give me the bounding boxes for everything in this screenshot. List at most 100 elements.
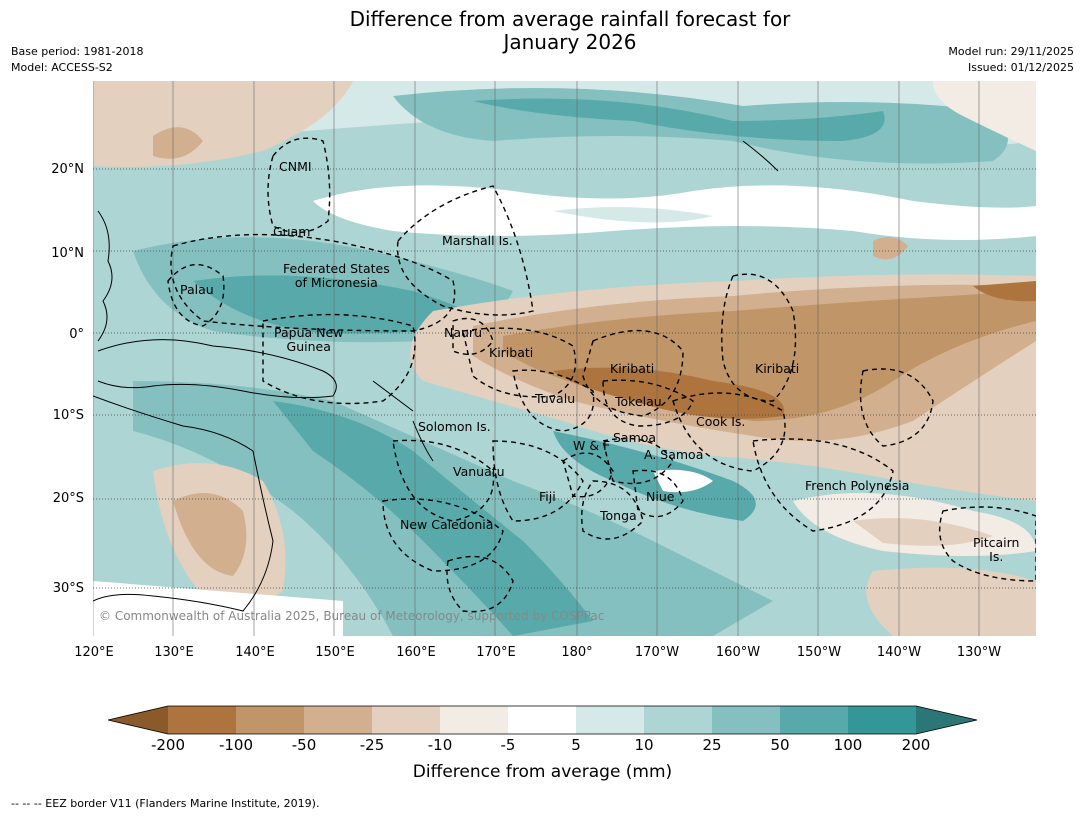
lat-label-20n: 20°N <box>51 162 84 177</box>
colorbar-bin-3 <box>304 706 372 734</box>
label-png-line2: Guinea <box>286 339 331 354</box>
colorbar-bin-7 <box>576 706 644 734</box>
title-line-2: January 2026 <box>503 30 637 54</box>
colorbar-bin-5 <box>440 706 508 734</box>
lon-label-160w: 160°W <box>715 645 761 660</box>
lon-label-140w: 140°W <box>876 645 922 660</box>
eez-cook <box>672 392 786 472</box>
label-png: Papua New Guinea <box>274 326 343 354</box>
label-wf: W & F <box>573 438 611 453</box>
colorbar-bin-2 <box>236 706 304 734</box>
lon-label-140e: 140°E <box>235 645 275 660</box>
lat-label-20s: 20°S <box>52 491 84 506</box>
lon-label-130w: 130°W <box>956 645 1002 660</box>
colorbar-tick-9: 50 <box>770 736 790 754</box>
lon-label-160e: 160°E <box>396 645 436 660</box>
label-fsm-line2: of Micronesia <box>294 275 378 290</box>
lat-label-eq: 0° <box>69 327 84 342</box>
lon-label-170e: 170°E <box>476 645 516 660</box>
meta-left: Base period: 1981-2018 Model: ACCESS-S2 <box>11 44 143 76</box>
label-palau: Palau <box>180 282 214 297</box>
eez-frpoly-north <box>859 368 934 447</box>
colorbar-outline <box>108 705 978 735</box>
eez-marshall <box>396 185 534 316</box>
colorbar-extend-low <box>108 706 168 734</box>
label-pitcairn-line1: Pitcairn <box>973 535 1020 550</box>
label-vanuatu: Vanuatu <box>453 464 505 479</box>
colorbar-bin-1 <box>168 706 236 734</box>
label-tokelau: Tokelau <box>615 394 662 409</box>
north-light <box>423 81 613 91</box>
dry-tongue-core <box>553 367 785 419</box>
issued-date: Issued: 01/12/2025 <box>967 61 1074 74</box>
label-cnmi: CNMI <box>279 159 312 174</box>
spcz-wet-core <box>273 401 593 636</box>
label-png-line1: Papua New <box>274 325 344 340</box>
colorbar-title: Difference from average (mm) <box>412 762 673 782</box>
eez-tokelau <box>602 379 694 427</box>
dry-east-core <box>973 281 1036 302</box>
new-guinea-coast <box>97 339 337 399</box>
eez-norfolk <box>446 555 514 613</box>
colorbar-tick-7: 10 <box>634 736 654 754</box>
eez-png <box>262 313 416 405</box>
rainfall-map: CNMI Guam Marshall Is. Federated States … <box>93 81 1036 636</box>
lon-label-170w: 170°W <box>634 645 680 660</box>
eez-fiji <box>492 440 584 522</box>
solomon-coast <box>372 380 414 412</box>
label-solomon: Solomon Is. <box>418 419 491 434</box>
eez-frpoly <box>752 438 894 532</box>
label-kiribati-west: Kiribati <box>489 345 534 360</box>
se-dry <box>853 518 993 546</box>
model-name: Model: ACCESS-S2 <box>11 61 113 74</box>
eez-niue <box>632 469 684 518</box>
colorbar-tick-3: -25 <box>359 736 385 754</box>
lat-label-30s: 30°S <box>52 581 84 596</box>
eez-footnote: -- -- -- EEZ border V11 (Flanders Marine… <box>11 797 320 810</box>
hawaii-coast <box>742 140 779 172</box>
label-kiribati-central: Kiribati <box>610 361 655 376</box>
label-newcal: New Caledonia <box>400 517 494 532</box>
eez-palau <box>167 263 225 327</box>
colorbar-tick-6: 5 <box>571 736 581 754</box>
label-samoa: Samoa <box>613 430 657 445</box>
colorbar-bin-4 <box>372 706 440 734</box>
colorbar-bin-9 <box>712 706 780 734</box>
colorbar-tick-10: 100 <box>833 736 863 754</box>
colorbar-tick-0: -200 <box>150 736 186 754</box>
nw-dry-core <box>153 127 203 159</box>
label-tuvalu: Tuvalu <box>535 391 576 406</box>
label-cook: Cook Is. <box>696 414 746 429</box>
lon-label-130e: 130°E <box>154 645 194 660</box>
label-fsm-line1: Federated States <box>283 261 390 276</box>
colorbar-tick-5: -5 <box>500 736 516 754</box>
australia-north-coast <box>93 395 254 452</box>
lat-label-10s: 10°S <box>52 408 84 423</box>
lon-label-150e: 150°E <box>315 645 355 660</box>
label-kiribati-east: Kiribati <box>755 361 800 376</box>
samoa-wet-core <box>553 431 756 521</box>
colorbar <box>108 705 978 735</box>
lon-label-180: 180° <box>561 645 593 660</box>
label-marshall: Marshall Is. <box>442 233 513 248</box>
colorbar-extend-high <box>916 706 977 734</box>
map-credit: © Commonwealth of Australia 2025, Bureau… <box>99 609 605 623</box>
meta-right: Model run: 29/11/2025 Issued: 01/12/2025 <box>948 44 1074 76</box>
label-pitcairn-line2: Is. <box>989 549 1004 564</box>
model-run: Model run: 29/11/2025 <box>948 45 1074 58</box>
eez-cnmi <box>267 137 331 234</box>
label-niue: Niue <box>646 489 675 504</box>
vanuatu-coast <box>412 420 434 462</box>
eez-tuvalu <box>512 369 595 432</box>
colorbar-bin-6 <box>508 706 576 734</box>
label-pitcairn: Pitcairn Is. <box>973 536 1019 564</box>
north-wet-core <box>473 98 885 141</box>
eez-fsm <box>170 233 456 332</box>
colorbar-bin-8 <box>644 706 712 734</box>
colorbar-tick-8: 25 <box>702 736 722 754</box>
philippines-coast <box>97 210 113 342</box>
map-canvas <box>93 81 1036 636</box>
label-fiji: Fiji <box>539 489 556 504</box>
eez-kiribati-east <box>721 273 797 402</box>
eez-tonga <box>581 480 644 540</box>
